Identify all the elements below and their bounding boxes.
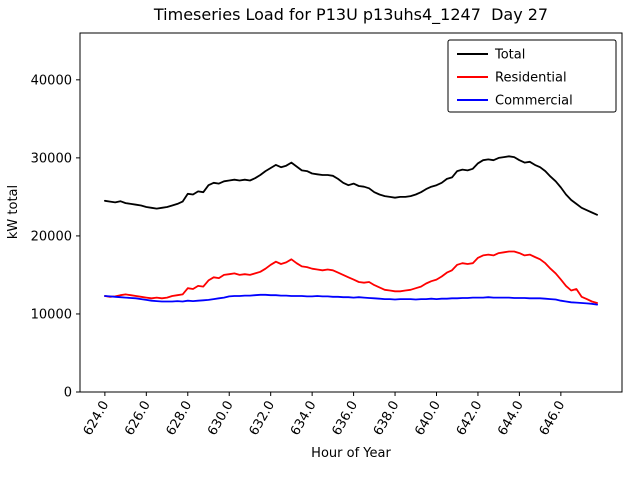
x-tick-label: 640.0 xyxy=(412,399,444,439)
legend-label-commercial: Commercial xyxy=(495,94,573,109)
chart-title: Timeseries Load for P13U p13uhs4_1247 Da… xyxy=(153,5,548,25)
legend-label-total: Total xyxy=(494,48,525,63)
legend-box xyxy=(447,39,617,113)
y-tick-label: 0 xyxy=(64,386,72,401)
x-tick-label: 632.0 xyxy=(247,399,279,439)
series-line-commercial xyxy=(104,293,598,306)
x-tick-label: 644.0 xyxy=(495,399,527,439)
x-tick-label: 638.0 xyxy=(371,399,403,439)
x-axis-label: Hour of Year xyxy=(311,446,391,461)
x-tick-label: 630.0 xyxy=(205,399,237,439)
y-tick-label: 10000 xyxy=(31,307,72,322)
legend-label-residential: Residential xyxy=(495,71,567,86)
series-line-total xyxy=(104,155,598,216)
y-axis-ticks: 0 10000 20000 30000 40000 xyxy=(31,73,80,401)
y-axis-label: kW total xyxy=(6,185,21,239)
y-tick-label: 40000 xyxy=(31,73,72,88)
legend: Total Residential Commercial xyxy=(447,39,617,113)
x-tick-label: 646.0 xyxy=(537,399,569,439)
x-tick-label: 636.0 xyxy=(329,399,361,439)
plot-series xyxy=(104,155,598,306)
x-tick-label: 628.0 xyxy=(164,399,196,439)
y-tick-label: 30000 xyxy=(31,151,72,166)
plot-area-border xyxy=(79,32,623,393)
x-tick-label: 634.0 xyxy=(288,399,320,439)
x-tick-label: 624.0 xyxy=(81,399,113,439)
y-tick-label: 20000 xyxy=(31,229,72,244)
x-tick-label: 626.0 xyxy=(122,399,154,439)
series-line-residential xyxy=(104,250,598,304)
x-axis-ticks: 624.0 626.0 628.0 630.0 632.0 634.0 636.0 638.0… xyxy=(81,392,569,439)
x-tick-label: 642.0 xyxy=(454,399,486,439)
